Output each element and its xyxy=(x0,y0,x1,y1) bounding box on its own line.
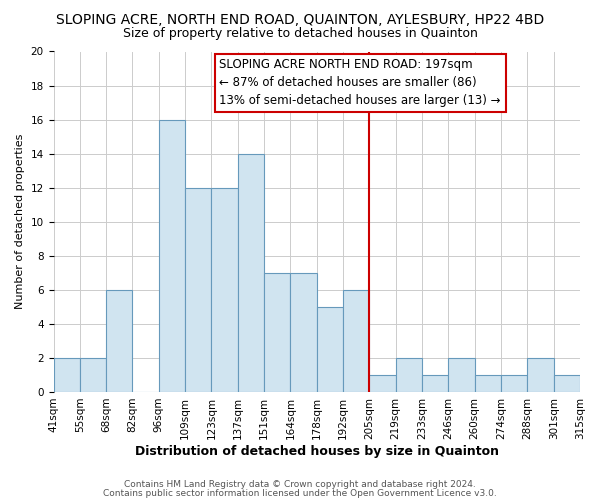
Bar xyxy=(370,375,396,392)
Bar xyxy=(475,375,501,392)
Bar xyxy=(264,273,290,392)
Bar xyxy=(317,307,343,392)
Bar xyxy=(422,375,448,392)
Bar xyxy=(343,290,370,392)
Text: Contains public sector information licensed under the Open Government Licence v3: Contains public sector information licen… xyxy=(103,488,497,498)
Bar xyxy=(53,358,80,392)
Text: SLOPING ACRE, NORTH END ROAD, QUAINTON, AYLESBURY, HP22 4BD: SLOPING ACRE, NORTH END ROAD, QUAINTON, … xyxy=(56,12,544,26)
Bar xyxy=(185,188,211,392)
Bar xyxy=(290,273,317,392)
Bar xyxy=(106,290,133,392)
Text: SLOPING ACRE NORTH END ROAD: 197sqm
← 87% of detached houses are smaller (86)
13: SLOPING ACRE NORTH END ROAD: 197sqm ← 87… xyxy=(220,58,501,108)
X-axis label: Distribution of detached houses by size in Quainton: Distribution of detached houses by size … xyxy=(135,444,499,458)
Bar xyxy=(501,375,527,392)
Bar xyxy=(159,120,185,392)
Bar xyxy=(554,375,580,392)
Bar xyxy=(396,358,422,392)
Bar xyxy=(448,358,475,392)
Y-axis label: Number of detached properties: Number of detached properties xyxy=(15,134,25,310)
Text: Size of property relative to detached houses in Quainton: Size of property relative to detached ho… xyxy=(122,28,478,40)
Bar xyxy=(80,358,106,392)
Text: Contains HM Land Registry data © Crown copyright and database right 2024.: Contains HM Land Registry data © Crown c… xyxy=(124,480,476,489)
Bar xyxy=(527,358,554,392)
Bar xyxy=(238,154,264,392)
Bar xyxy=(211,188,238,392)
